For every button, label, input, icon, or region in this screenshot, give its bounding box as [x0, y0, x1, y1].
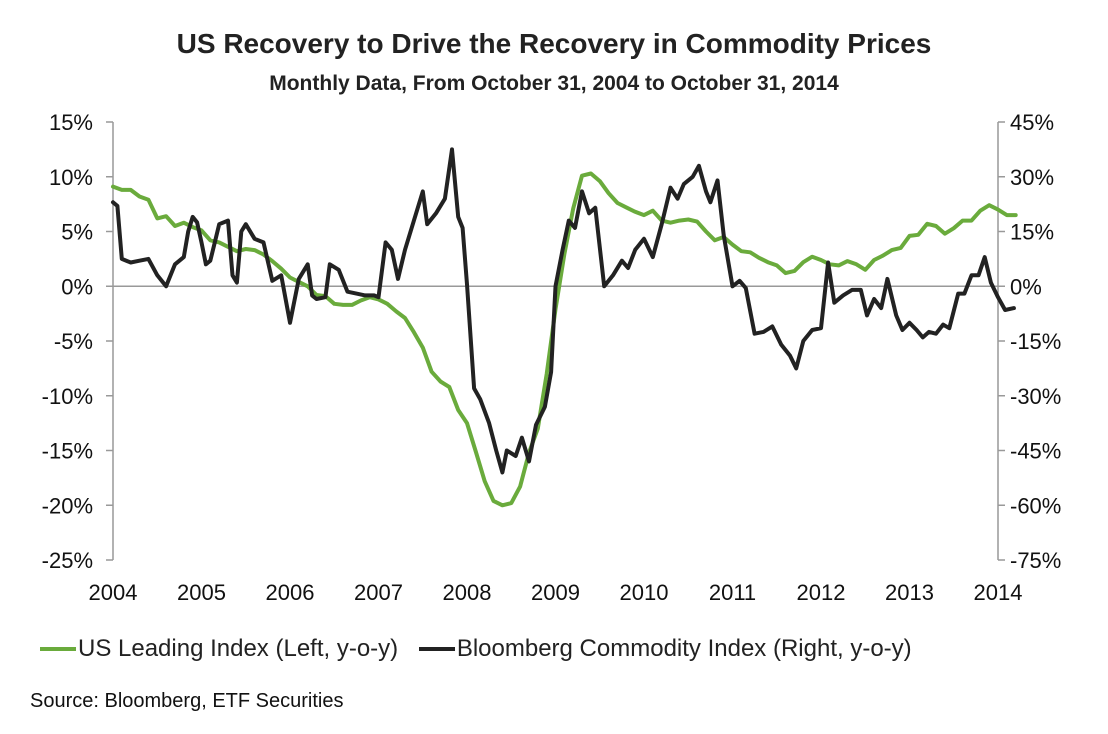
legend-item-bloomberg: Bloomberg Commodity Index (Right, y-o-y): [418, 635, 912, 663]
x-tick-label: 2010: [620, 580, 669, 605]
x-tick-label: 2014: [974, 580, 1023, 605]
left-tick-label: 0%: [61, 274, 93, 299]
x-tick-label: 2011: [709, 580, 756, 605]
right-tick-label: -75%: [1010, 548, 1061, 573]
chart-axes: [112, 122, 999, 560]
chart-title: US Recovery to Drive the Recovery in Com…: [176, 28, 932, 59]
right-tick-label: 45%: [1010, 110, 1054, 135]
right-axis-ticks: 45% 30% 15% 0% -15% -30% -45% -60% -75%: [998, 110, 1061, 573]
right-tick-label: 15%: [1010, 220, 1054, 245]
right-tick-label: 0%: [1010, 274, 1042, 299]
x-tick-label: 2007: [354, 580, 403, 605]
left-axis-ticks: 15% 10% 5% 0% -5% -10% -15% -20% -25%: [42, 110, 113, 573]
legend-item-us-leading: US Leading Index (Left, y-o-y): [40, 635, 398, 663]
x-tick-label: 2013: [885, 580, 934, 605]
right-tick-label: -60%: [1010, 493, 1061, 518]
right-tick-label: -15%: [1010, 329, 1061, 354]
x-tick-label: 2012: [797, 580, 846, 605]
x-axis-ticks: 2004 2005 2006 2007 2008 2009 2010 2011 2012 2013…: [89, 580, 1023, 605]
left-tick-label: 5%: [61, 220, 93, 245]
right-tick-label: -45%: [1010, 439, 1061, 464]
series-line-bloomberg-commodity-index: [111, 147, 1016, 475]
x-tick-label: 2005: [177, 580, 226, 605]
x-tick-label: 2006: [266, 580, 315, 605]
x-tick-label: 2004: [89, 580, 138, 605]
chart-source: Source: Bloomberg, ETF Securities: [30, 690, 344, 712]
chart-subtitle: Monthly Data, From October 31, 2004 to O…: [269, 72, 839, 95]
left-tick-label: -25%: [42, 548, 93, 573]
x-tick-label: 2009: [531, 580, 580, 605]
series-line-us-leading-index: [111, 171, 1018, 508]
right-tick-label: 30%: [1010, 165, 1054, 190]
legend-label-us-leading: US Leading Index (Left, y-o-y): [78, 635, 399, 662]
left-tick-label: -5%: [54, 329, 93, 354]
series-lines: [111, 147, 1018, 508]
legend-label-bloomberg: Bloomberg Commodity Index (Right, y-o-y): [456, 635, 912, 662]
left-tick-label: -20%: [42, 493, 93, 518]
legend-swatch-us-leading: [40, 647, 76, 651]
left-tick-label: -10%: [42, 384, 93, 409]
chart-legend: US Leading Index (Left, y-o-y) Bloomberg…: [40, 630, 926, 663]
right-tick-label: -30%: [1010, 384, 1061, 409]
left-tick-label: -15%: [42, 439, 93, 464]
left-tick-label: 15%: [49, 110, 93, 135]
legend-swatch-bloomberg: [418, 647, 455, 651]
x-tick-label: 2008: [443, 580, 492, 605]
left-tick-label: 10%: [49, 165, 93, 190]
